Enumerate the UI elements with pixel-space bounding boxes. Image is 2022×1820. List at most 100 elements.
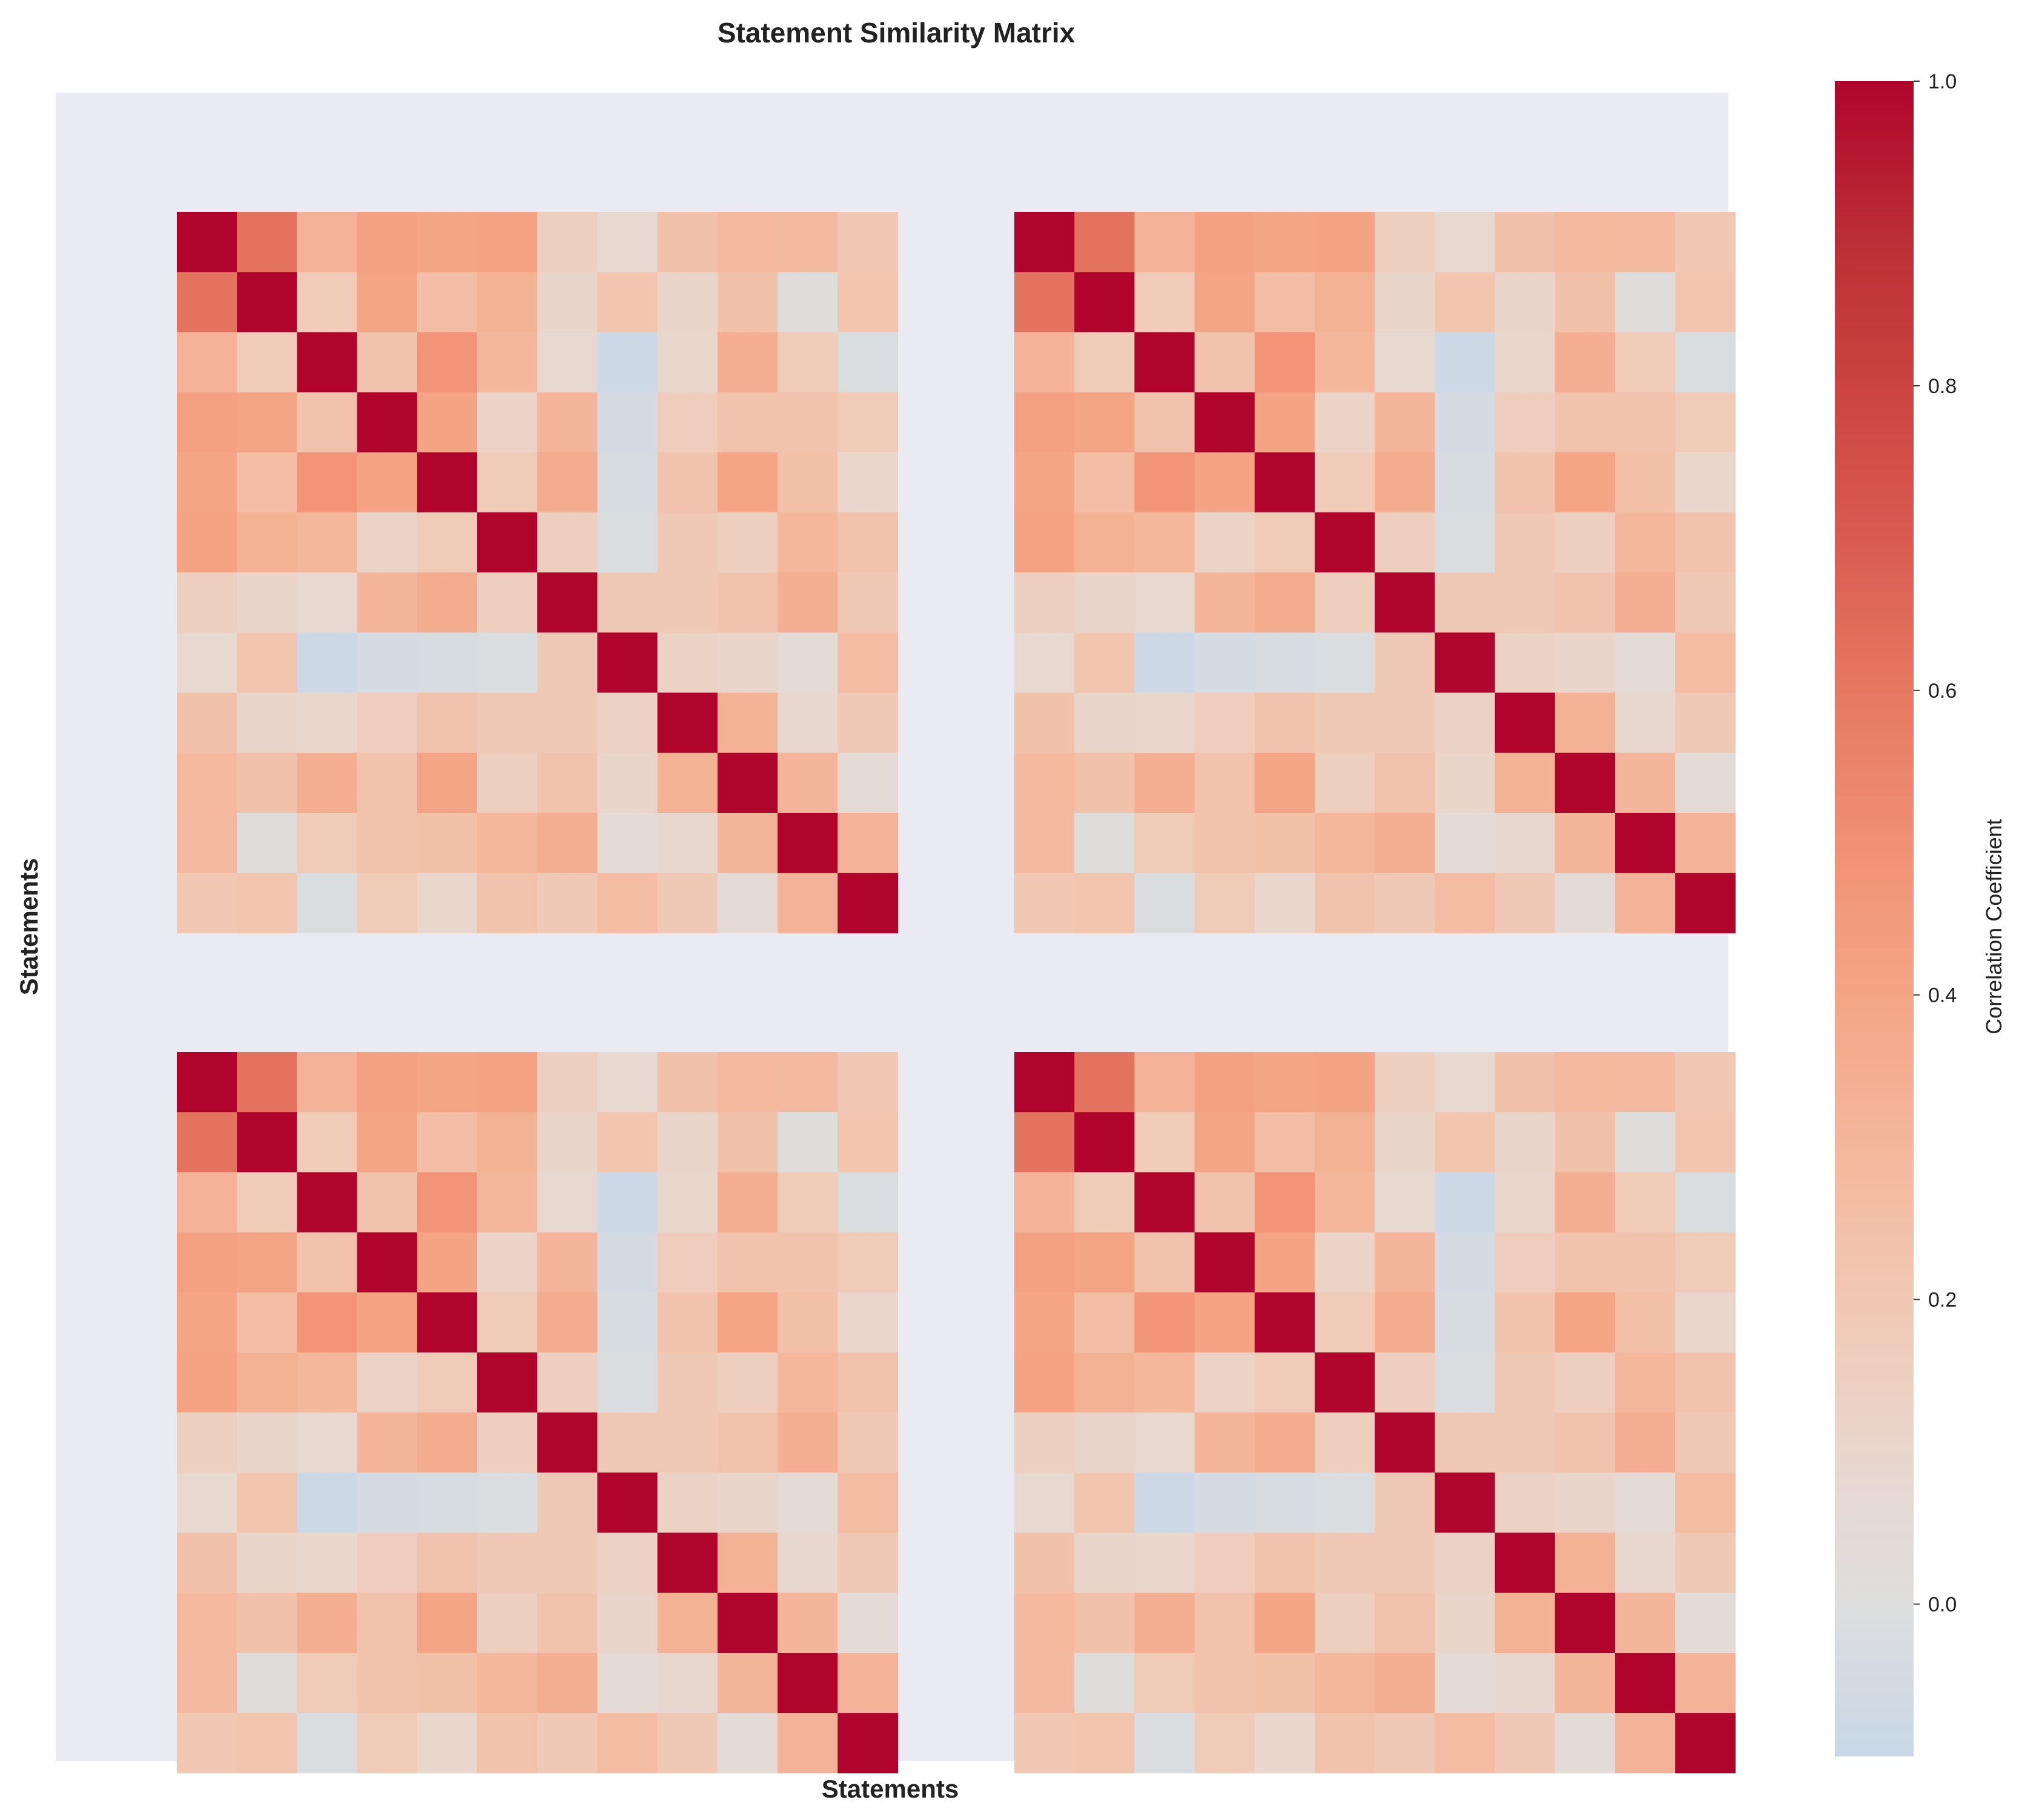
heatmap-cell (237, 1472, 297, 1534)
heatmap-cell (297, 452, 358, 513)
heatmap-cell (1014, 452, 1075, 513)
heatmap-cell (1375, 332, 1435, 393)
heatmap-cell (297, 752, 358, 813)
heatmap-cell (477, 1172, 538, 1233)
heatmap-cell (1315, 1232, 1375, 1293)
heatmap-cell (1495, 572, 1556, 633)
heatmap-cell (838, 272, 898, 333)
heatmap-cell (1315, 512, 1375, 573)
heatmap-cell (1375, 1532, 1435, 1593)
heatmap-cell (1074, 332, 1135, 393)
heatmap-cell (717, 1472, 778, 1534)
heatmap-cell (1675, 632, 1736, 693)
heatmap-cell (717, 512, 778, 573)
heatmap-cell (838, 452, 898, 513)
heatmap-cell (177, 1592, 237, 1653)
heatmap-cell (1615, 1532, 1676, 1593)
heatmap-cell (1074, 1592, 1135, 1653)
heatmap-cell (1134, 813, 1195, 873)
heatmap-cell (1495, 272, 1556, 333)
heatmap-cell (177, 272, 237, 333)
heatmap-cell (1675, 813, 1736, 873)
heatmap-cell (1495, 813, 1556, 873)
heatmap-cell (1495, 692, 1556, 753)
heatmap-cell (1495, 512, 1556, 573)
heatmap-cell (537, 1592, 598, 1653)
heatmap-cell (1675, 1412, 1736, 1473)
heatmap-cell (657, 1172, 718, 1233)
heatmap-cell (657, 1052, 718, 1113)
heatmap-cell (1134, 1532, 1195, 1593)
heatmap-cell (1194, 1653, 1255, 1713)
heatmap-cell (1675, 1172, 1736, 1233)
heatmap-cell (417, 1112, 478, 1173)
heatmap-cell (1134, 1352, 1195, 1413)
heatmap-cell (1435, 1532, 1496, 1593)
heatmap-cell (1074, 1412, 1135, 1473)
heatmap-cell (1254, 632, 1315, 693)
heatmap-cell (537, 272, 598, 333)
heatmap-cell (177, 1172, 237, 1233)
heatmap-cell (177, 392, 237, 453)
heatmap-cell (297, 272, 358, 333)
heatmap-cell (838, 512, 898, 573)
heatmap-cell (597, 1472, 658, 1534)
heatmap-cell (657, 1232, 718, 1293)
heatmap-cell (1194, 1232, 1255, 1293)
heatmap-cell (417, 873, 478, 933)
heatmap-cell (237, 512, 297, 573)
colorbar-tick-label: 1.0 (1928, 70, 1957, 93)
heatmap-cell (1194, 1352, 1255, 1413)
heatmap-cell (1435, 452, 1496, 513)
heatmap-cell (1134, 1472, 1195, 1534)
heatmap-cell (1495, 1592, 1556, 1653)
heatmap-cell (477, 1292, 538, 1353)
heatmap-cell (357, 1472, 418, 1534)
heatmap-cell (1194, 1292, 1255, 1353)
heatmap-cell (1375, 632, 1435, 693)
heatmap-cell (1254, 1172, 1315, 1233)
heatmap-cell (1375, 272, 1435, 333)
heatmap-cell (778, 392, 838, 453)
heatmap-cell (597, 1653, 658, 1713)
heatmap-cell (177, 452, 237, 513)
heatmap-cell (477, 1532, 538, 1593)
y-axis-label: Statements (15, 858, 43, 995)
heatmap-cell (537, 1412, 598, 1473)
heatmap-cell (297, 512, 358, 573)
heatmap-cell (297, 1292, 358, 1353)
heatmap-cell (1134, 1232, 1195, 1293)
heatmap-cell (717, 813, 778, 873)
heatmap-cell (717, 1532, 778, 1593)
heatmap-cell (838, 1412, 898, 1473)
heatmap-cell (1254, 813, 1315, 873)
heatmap-cell (1554, 1472, 1616, 1534)
heatmap-cell (237, 692, 297, 753)
heatmap-cell (1315, 1532, 1375, 1593)
heatmap-cell (1194, 392, 1255, 453)
heatmap-cell (657, 1112, 718, 1173)
heatmap-cell (1074, 1292, 1135, 1353)
heatmap-cell (1315, 392, 1375, 453)
heatmap-cell (778, 1052, 838, 1113)
heatmap-cell (1254, 512, 1315, 573)
heatmap-cell (597, 332, 658, 393)
heatmap-cell (297, 1713, 358, 1773)
heatmap-cell (1375, 1653, 1435, 1713)
heatmap-panel-3 (177, 1052, 898, 1773)
heatmap-cell (778, 1653, 838, 1713)
heatmap-cell (1254, 1052, 1315, 1113)
heatmap-cell (1194, 873, 1255, 933)
heatmap-cell (1254, 1412, 1315, 1473)
heatmap-cell (177, 1292, 237, 1353)
heatmap-cell (297, 1653, 358, 1713)
heatmap-cell (477, 1412, 538, 1473)
heatmap-cell (417, 1532, 478, 1593)
heatmap-cell (597, 1172, 658, 1233)
heatmap-cell (357, 1532, 418, 1593)
heatmap-cell (537, 1472, 598, 1534)
heatmap-cell (1615, 873, 1676, 933)
heatmap-cell (597, 272, 658, 333)
heatmap-cell (1315, 692, 1375, 753)
heatmap-cell (1254, 1592, 1315, 1653)
